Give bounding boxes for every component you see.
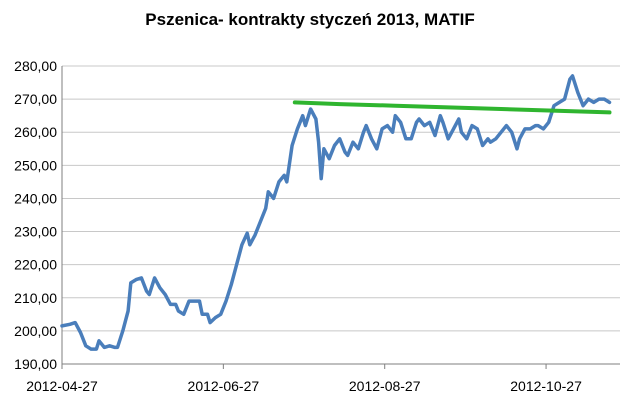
y-tick-label: 270,00 bbox=[14, 91, 57, 107]
price-line bbox=[60, 74, 612, 351]
y-tick-labels: 190,00 200,00 210,00 220,00 230,00 240,00 250,… bbox=[14, 58, 57, 372]
y-tick-label: 230,00 bbox=[14, 224, 57, 240]
y-tick-label: 280,00 bbox=[14, 58, 57, 74]
chart-title: Pszenica- kontrakty styczeń 2013, MATIF bbox=[145, 10, 475, 29]
axes bbox=[61, 66, 620, 369]
x-tick-labels: 2012-04-27 2012-06-27 2012-08-27 2012-10-27 bbox=[26, 378, 582, 394]
y-tick-label: 200,00 bbox=[14, 323, 57, 339]
grid-lines bbox=[62, 65, 620, 332]
trend-line bbox=[292, 100, 612, 115]
y-tick-label: 250,00 bbox=[14, 157, 57, 173]
x-tick-label: 2012-04-27 bbox=[26, 378, 98, 394]
x-tick-label: 2012-06-27 bbox=[188, 378, 260, 394]
y-tick-label: 210,00 bbox=[14, 290, 57, 306]
y-tick-label: 190,00 bbox=[14, 356, 57, 372]
x-tick-label: 2012-10-27 bbox=[510, 378, 582, 394]
y-tick-label: 260,00 bbox=[14, 124, 57, 140]
y-tick-label: 240,00 bbox=[14, 190, 57, 206]
series bbox=[60, 74, 612, 351]
y-tick-label: 220,00 bbox=[14, 257, 57, 273]
x-tick-label: 2012-08-27 bbox=[349, 378, 421, 394]
